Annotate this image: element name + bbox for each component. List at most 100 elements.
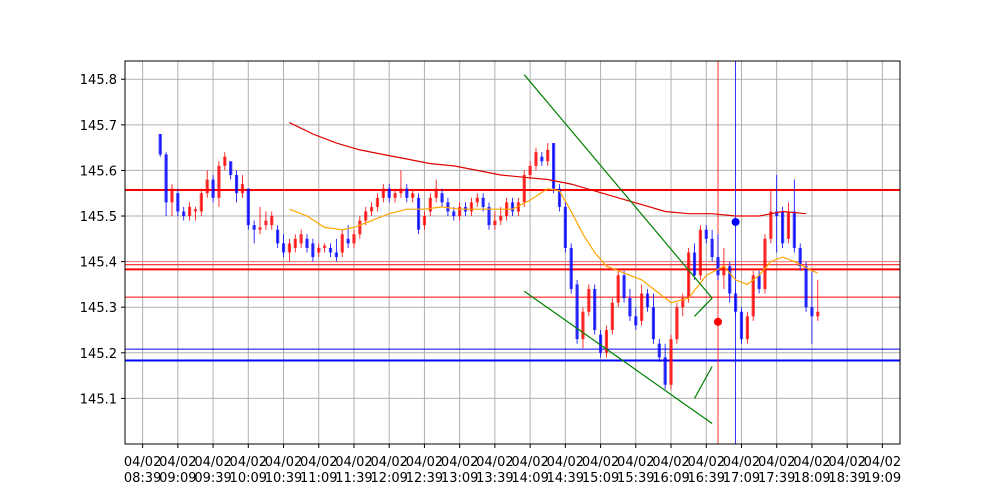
- x-tick-label-date: 04/02: [335, 455, 372, 470]
- x-tick-label-time: 15:09: [582, 471, 619, 486]
- candle-up: [469, 197, 474, 217]
- candle-up: [375, 193, 380, 212]
- candle-body: [804, 266, 808, 308]
- candle-down: [810, 270, 814, 344]
- candle-down: [334, 238, 338, 262]
- candle-body: [164, 154, 168, 203]
- candle-body: [546, 149, 550, 162]
- candle-body: [493, 220, 497, 226]
- candle-body: [352, 234, 356, 244]
- candle-body: [757, 275, 761, 289]
- candle-body: [681, 298, 685, 308]
- candle-down: [716, 234, 720, 280]
- candle-down: [645, 288, 650, 312]
- candle-up: [675, 302, 679, 344]
- y-tick-label: 145.3: [80, 301, 117, 316]
- candle-up: [681, 293, 685, 317]
- candle-down: [234, 170, 239, 203]
- candle-body: [317, 247, 321, 253]
- candle-body: [387, 188, 391, 198]
- candle-body: [293, 238, 297, 248]
- candle-up: [287, 238, 291, 262]
- candle-body: [305, 238, 309, 248]
- candle-body: [692, 252, 697, 276]
- candle-up: [352, 229, 356, 248]
- candle-up: [698, 225, 702, 280]
- x-tick-label-time: 11:09: [300, 471, 337, 486]
- candle-body: [234, 174, 239, 194]
- x-tick-label-time: 12:09: [370, 471, 407, 486]
- candle-down: [634, 307, 638, 331]
- x-tick-label-time: 14:09: [511, 471, 548, 486]
- x-tick-label-time: 12:39: [406, 471, 443, 486]
- candle-up: [393, 188, 397, 203]
- candle-up: [170, 184, 174, 217]
- candle-down: [281, 234, 286, 258]
- candle-body: [786, 211, 791, 239]
- candle-up: [528, 161, 532, 180]
- x-tick-label-date: 04/02: [194, 455, 231, 470]
- candle-up: [786, 202, 791, 244]
- candle-up: [687, 247, 691, 303]
- candle-body: [381, 188, 385, 198]
- signal-marker: [731, 217, 740, 226]
- candle-body: [739, 311, 744, 340]
- x-tick-label-time: 10:39: [265, 471, 302, 486]
- candle-body: [405, 188, 409, 198]
- x-tick-label-date: 04/02: [230, 455, 267, 470]
- candle-down: [798, 243, 802, 271]
- candle-body: [487, 206, 491, 226]
- candle-body: [182, 211, 186, 217]
- candle-body: [287, 243, 291, 253]
- candle-up: [546, 143, 550, 166]
- candle-down: [628, 288, 632, 321]
- candle-down: [305, 234, 309, 253]
- candle-body: [434, 188, 438, 198]
- candle-up: [534, 147, 538, 171]
- candle-down: [540, 152, 544, 166]
- candle-down: [158, 133, 162, 157]
- candle-body: [575, 284, 579, 340]
- candle-down: [510, 197, 515, 217]
- x-tick-label-time: 17:39: [758, 471, 795, 486]
- candle-up: [640, 284, 644, 326]
- plot-area-frame: [124, 60, 901, 445]
- x-tick-label-time: 17:09: [723, 471, 760, 486]
- candle-up: [722, 247, 726, 289]
- candle-body: [340, 234, 344, 253]
- candle-body: [240, 184, 245, 194]
- candle-body: [334, 252, 338, 258]
- candle-body: [252, 225, 256, 230]
- candle-body: [399, 188, 403, 194]
- candle-down: [692, 243, 697, 280]
- candle-body: [422, 216, 427, 226]
- candle-body: [610, 302, 614, 331]
- candle-up: [199, 188, 203, 217]
- candle-body: [816, 311, 820, 317]
- candle-up: [411, 188, 415, 203]
- candle-down: [663, 343, 667, 390]
- candle-body: [728, 266, 732, 294]
- candle-body: [258, 227, 262, 230]
- candle-down: [775, 174, 779, 253]
- candles: [158, 133, 820, 390]
- candle-body: [229, 161, 233, 175]
- x-tick-label-date: 04/02: [159, 455, 196, 470]
- candle-up: [581, 307, 585, 349]
- x-tick-label-date: 04/02: [582, 455, 619, 470]
- candle-up: [264, 211, 268, 230]
- y-axis-ticks: 145.1 145.2 145.3 145.4 145.5 145.6 145.7 145.8: [80, 73, 125, 407]
- candle-down: [229, 161, 233, 180]
- candle-up: [499, 206, 503, 226]
- candle-body: [710, 238, 714, 258]
- candle-body: [516, 202, 520, 212]
- y-tick-label: 145.1: [80, 392, 117, 407]
- candle-up: [610, 298, 614, 335]
- candle-down: [780, 206, 785, 248]
- candle-up: [340, 229, 344, 258]
- candle-down: [182, 206, 186, 221]
- candle-up: [516, 197, 520, 217]
- candle-body: [628, 298, 632, 317]
- candle-down: [804, 261, 808, 312]
- candle-body: [698, 229, 702, 276]
